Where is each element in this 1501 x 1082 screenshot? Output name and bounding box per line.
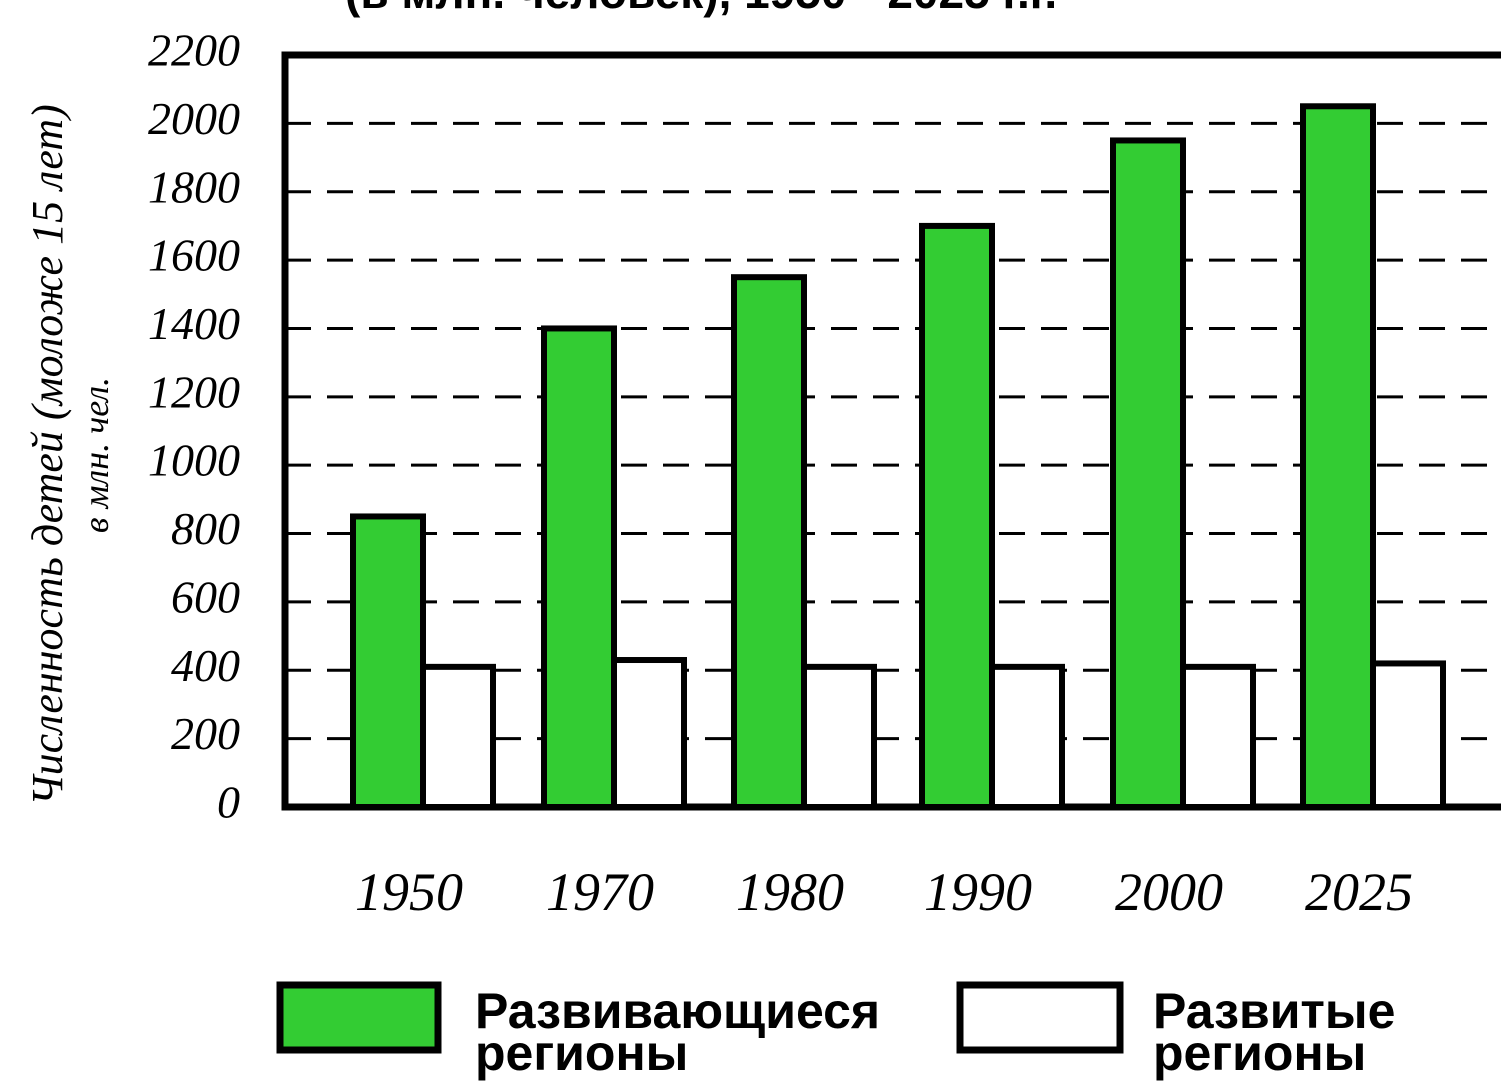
y-tick-label: 800 <box>171 503 240 554</box>
bar <box>611 657 687 810</box>
legend-label: Развивающиеся регионы <box>475 983 881 1081</box>
chart-title: (в млн. человек), 1950 - 2025 г.г. <box>345 0 1057 18</box>
y-tick-label: 1600 <box>148 230 240 281</box>
bar <box>919 222 995 810</box>
bar <box>350 513 426 810</box>
legend-swatch <box>956 981 1124 1054</box>
y-tick-label: 1800 <box>148 161 240 212</box>
y-tick-label: 1400 <box>148 298 240 349</box>
bar <box>1300 103 1376 811</box>
bar <box>1370 660 1446 810</box>
bar <box>1110 137 1186 811</box>
bar <box>541 325 617 810</box>
y-tick-label: 1200 <box>148 366 240 417</box>
x-tick-label: 1950 <box>355 862 463 922</box>
y-axis-label: Численность детей (моложе 15 лет) <box>23 104 72 806</box>
bar <box>801 663 877 811</box>
x-tick-label: 2025 <box>1305 862 1413 922</box>
y-axis-label: в млн. чел. <box>76 377 116 533</box>
y-tick-label: 200 <box>171 708 240 759</box>
bar <box>420 663 496 811</box>
y-tick-label: 0 <box>217 777 240 828</box>
y-tick-label: 2000 <box>148 93 240 144</box>
legend-swatch <box>276 981 442 1054</box>
x-tick-label: 1990 <box>924 862 1032 922</box>
legend-label: Развитые регионы <box>1153 983 1396 1081</box>
plot-frame <box>281 51 1501 811</box>
y-tick-label: 600 <box>171 571 240 622</box>
bar <box>989 663 1065 811</box>
y-tick-label: 2200 <box>148 25 240 76</box>
bar <box>731 274 807 810</box>
y-tick-label: 1000 <box>148 435 240 486</box>
y-tick-label: 400 <box>171 640 240 691</box>
x-tick-label: 1980 <box>736 862 844 922</box>
x-tick-label: 2000 <box>1115 862 1223 922</box>
bar <box>1180 663 1256 811</box>
x-tick-label: 1970 <box>546 862 654 922</box>
